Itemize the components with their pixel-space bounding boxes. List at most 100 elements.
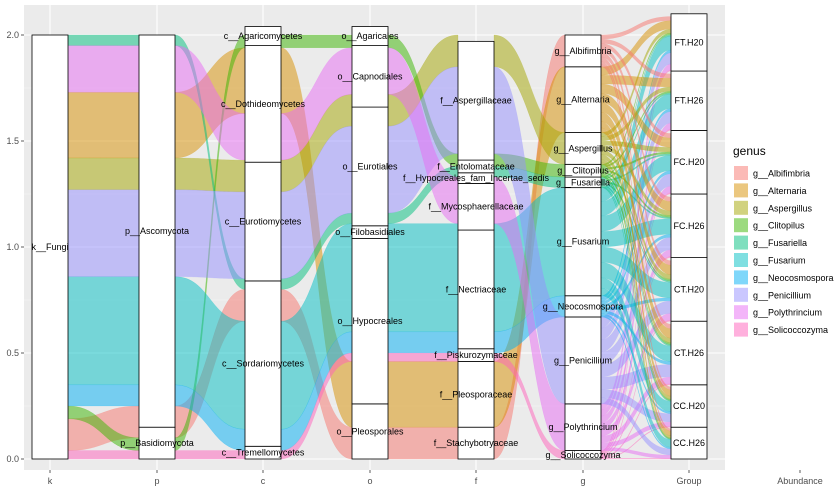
flow-k-p-g-solicoccozyma <box>67 450 140 460</box>
stratum-p-basidiomycota <box>138 426 176 460</box>
legend-swatch-g-solicoccozyma <box>734 322 748 337</box>
stratum-fc-h26 <box>670 193 708 258</box>
stratum-f-stachybotryaceae <box>457 426 495 460</box>
stratum-label-f-mycosphaerellaceae: f__Mycosphaerellaceae <box>428 202 523 212</box>
y-tick-label: 2.0 <box>6 30 19 40</box>
stratum-label-c-tremellomycetes: c__Tremellomycetes <box>222 448 305 458</box>
legend-swatch-g-clitopilus <box>734 218 748 233</box>
stratum-label-k-fungi: k__Fungi <box>31 242 68 252</box>
stratum-label-o-hypocreales: o__Hypocreales <box>337 316 403 326</box>
stratum-o-pleosporales <box>351 403 389 460</box>
stratum-label-g-fusariella: g__Fusariella <box>556 177 610 187</box>
y-tick-label: 1.5 <box>6 136 19 146</box>
stratum-label-f-nectriaceae: f__Nectriaceae <box>446 284 507 294</box>
stratum-c-dothideomycetes <box>244 45 282 163</box>
stratum-label-o-capnodiales: o__Capnodiales <box>337 71 403 81</box>
stratum-label-f-piskurozymaceae: f__Piskurozymaceae <box>434 350 518 360</box>
legend-label-g-polythrincium: g__Polythrincium <box>753 308 822 318</box>
stratum-label-ct-h26: CT.H26 <box>674 348 704 358</box>
stratum-label-f-stachybotryaceae: f__Stachybotryaceae <box>434 438 519 448</box>
legend-label-g-neocosmospora: g__Neocosmospora <box>753 273 834 283</box>
stratum-fc-h20 <box>670 129 708 195</box>
stratum-label-fc-h26: FC.H26 <box>673 221 704 231</box>
stratum-label-o-agaricales: o__Agaricales <box>341 31 399 41</box>
stratum-label-g-clitopilus: g__Clitopilus <box>557 166 609 176</box>
stratum-label-o-eurotiales: o__Eurotiales <box>342 161 398 171</box>
legend-swatch-g-aspergillus <box>734 200 748 215</box>
stratum-label-f-hypocreales-fam-incertae-sedis: f__Hypocreales_fam_Incertae_sedis <box>403 173 550 183</box>
legend-swatch-g-penicillium <box>734 287 748 302</box>
stratum-label-c-eurotiomycetes: c__Eurotiomycetes <box>225 217 302 227</box>
y-tick-label: 1.0 <box>6 242 19 252</box>
legend-label-g-alternaria: g__Alternaria <box>753 186 807 196</box>
stratum-ct-h26 <box>670 320 708 386</box>
stratum-label-p-ascomycota: p__Ascomycota <box>125 226 189 236</box>
stratum-c-sordariomycetes <box>244 280 282 447</box>
legend-label-g-clitopilus: g__Clitopilus <box>753 221 805 231</box>
strata <box>31 13 708 460</box>
stratum-ft-h20 <box>670 13 708 72</box>
stratum-p-ascomycota <box>138 34 176 428</box>
stratum-c-agaricomycetes <box>244 26 282 47</box>
legend-label-g-fusarium: g__Fusarium <box>753 256 806 266</box>
stratum-f-aspergillaceae <box>457 40 495 161</box>
x-tick-label-abundance: Abundance <box>777 476 823 486</box>
stratum-label-fc-h20: FC.H20 <box>673 157 704 167</box>
stratum-ct-h20 <box>670 257 708 322</box>
stratum-label-f-entolomataceae: f__Entolomataceae <box>437 161 515 171</box>
stratum-label-c-sordariomycetes: c__Sordariomycetes <box>222 359 305 369</box>
stratum-label-g-albifimbria: g__Albifimbria <box>554 46 611 56</box>
x-tick-label-g: g <box>580 476 585 486</box>
stratum-cc-h26 <box>670 426 708 460</box>
stratum-k-fungi <box>31 34 69 460</box>
flow-k-p-g-polythrincium <box>67 45 140 93</box>
legend-swatch-g-neocosmospora <box>734 270 748 285</box>
stratum-label-g-solicoccozyma: g__Solicoccozyma <box>545 450 620 460</box>
flow-k-p-g-neocosmospora <box>67 384 140 407</box>
stratum-g-fusarium <box>564 187 602 297</box>
legend-swatch-g-albifimbria <box>734 166 748 180</box>
x-tick-label-k: k <box>48 476 53 486</box>
x-tick-label-c: c <box>261 476 266 486</box>
x-tick-label-f: f <box>475 476 478 486</box>
stratum-label-o-pleosporales: o__Pleosporales <box>336 426 404 436</box>
legend-label-g-albifimbria: g__Albifimbria <box>753 169 810 179</box>
stratum-label-f-pleosporaceae: f__Pleosporaceae <box>440 389 513 399</box>
stratum-label-cc-h26: CC.H26 <box>673 438 705 448</box>
stratum-c-eurotiomycetes <box>244 161 282 282</box>
stratum-f-nectriaceae <box>457 229 495 350</box>
flow-k-p-g-fusariella <box>67 34 140 46</box>
stratum-label-g-polythrincium: g__Polythrincium <box>548 422 617 432</box>
stratum-label-c-agaricomycetes: c__Agaricomycetes <box>224 31 303 41</box>
stratum-o-eurotiales <box>351 106 389 227</box>
legend: genus g__Albifimbria g__Alternaria g__Asper… <box>733 144 834 337</box>
legend-swatch-g-fusarium <box>734 253 748 267</box>
stratum-g-alternaria <box>564 66 602 133</box>
stratum-label-ct-h20: CT.H20 <box>674 284 704 294</box>
x-tick-label-o: o <box>367 476 372 486</box>
stratum-f-mycosphaerellaceae <box>457 182 495 231</box>
stratum-label-f-aspergillaceae: f__Aspergillaceae <box>440 96 512 106</box>
stratum-o-agaricales <box>351 26 389 47</box>
legend-label-g-solicoccozyma: g__Solicoccozyma <box>753 325 828 335</box>
flow-k-p-g-fusarium <box>67 276 140 386</box>
legend-swatch-g-alternaria <box>734 183 748 198</box>
stratum-label-cc-h20: CC.H20 <box>673 401 705 411</box>
stratum-g-penicillium <box>564 316 602 405</box>
stratum-o-capnodiales <box>351 45 389 108</box>
x-tick-label-p: p <box>154 476 159 486</box>
stratum-g-albifimbria <box>564 34 602 68</box>
stratum-label-g-aspergillus: g__Aspergillus <box>553 143 613 153</box>
stratum-labels: k__Fungi p__Basidiomycota p__Ascomycota c__… <box>31 31 705 460</box>
flow-k-p-g-alternaria <box>67 92 140 159</box>
stratum-label-ft-h20: FT.H20 <box>674 37 703 47</box>
stratum-cc-h20 <box>670 384 708 428</box>
stratum-label-g-alternaria: g__Alternaria <box>556 95 610 105</box>
legend-label-g-aspergillus: g__Aspergillus <box>753 203 813 213</box>
stratum-label-g-neocosmospora: g__Neocosmospora <box>543 301 624 311</box>
stratum-label-o-filobasidiales: o__Filobasidiales <box>335 227 405 237</box>
flow-k-p-g-aspergillus <box>67 157 140 190</box>
stratum-label-ft-h26: FT.H26 <box>674 96 703 106</box>
stratum-f-pleosporaceae <box>457 361 495 428</box>
x-axis: k p c o f g Group Abundance <box>48 470 823 486</box>
